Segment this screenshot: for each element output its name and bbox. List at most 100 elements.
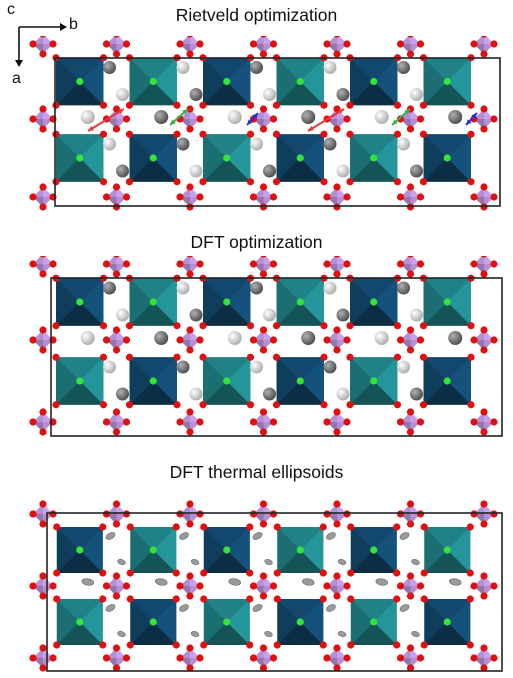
- tetrahedron: [176, 408, 204, 436]
- thermal-ellipsoid: [337, 630, 347, 638]
- oxygen-atom: [199, 322, 207, 330]
- oxygen-atom: [259, 183, 268, 191]
- oxygen-atom: [333, 408, 341, 416]
- atom-light: [263, 88, 276, 101]
- oxygen-atom: [269, 40, 278, 48]
- oxygen-atom: [466, 641, 474, 649]
- atom-dark: [448, 331, 463, 345]
- oxygen-atom: [470, 582, 478, 590]
- tetrahedron: [29, 572, 57, 600]
- oxygen-atom: [416, 510, 425, 518]
- atom-light: [116, 308, 129, 322]
- atom-light: [176, 61, 190, 74]
- oxygen-atom: [470, 40, 478, 48]
- atom-dark: [323, 360, 337, 374]
- tetrahedron: [396, 644, 425, 672]
- oxygen-atom: [480, 592, 488, 600]
- oxygen-atom: [199, 353, 207, 361]
- oxygen-atom: [333, 644, 341, 652]
- axis-a-arrowhead: [15, 60, 23, 67]
- oxygen-atom: [126, 595, 134, 603]
- oxygen-atom: [406, 203, 415, 211]
- oxygen-atom: [176, 654, 184, 662]
- thermal-ellipsoid: [105, 532, 116, 540]
- oxygen-atom: [186, 183, 194, 191]
- tetrahedron: [176, 183, 204, 211]
- oxygen-atom: [333, 664, 341, 672]
- tetrahedron: [396, 36, 425, 58]
- oxygen-atom: [186, 644, 194, 652]
- atom-dark: [176, 360, 190, 374]
- tetrahedron: [29, 256, 57, 278]
- panel-2-title: DFT optimization: [190, 232, 323, 252]
- center-atom: [370, 546, 378, 554]
- center-atom: [223, 298, 231, 306]
- oxygen-atom: [273, 523, 281, 531]
- oxygen-atom: [102, 582, 111, 590]
- oxygen-atom: [406, 428, 415, 436]
- oxygen-atom: [259, 125, 268, 133]
- oxygen-atom: [113, 256, 120, 258]
- octahedron: [419, 130, 475, 186]
- oxygen-atom: [49, 40, 57, 48]
- oxygen-atom: [406, 125, 415, 133]
- atom-dark: [301, 331, 316, 345]
- oxygen-atom: [122, 40, 131, 48]
- oxygen-atom: [186, 203, 194, 211]
- center-atom: [370, 77, 378, 86]
- oxygen-atom: [259, 520, 268, 528]
- oxygen-atom: [39, 203, 47, 211]
- oxygen-atom: [122, 260, 131, 268]
- tetrahedron: [470, 572, 498, 600]
- oxygen-atom: [39, 428, 47, 436]
- oxygen-atom: [196, 418, 204, 426]
- octahedron: [273, 595, 327, 649]
- oxygen-atom: [333, 183, 341, 191]
- oxygen-atom: [480, 270, 488, 278]
- oxygen-atom: [406, 183, 415, 191]
- oxygen-atom: [53, 569, 61, 577]
- oxygen-atom: [346, 178, 354, 186]
- tetrahedron: [102, 644, 131, 672]
- oxygen-atom: [29, 260, 37, 268]
- oxygen-atom: [343, 336, 351, 344]
- oxygen-atom: [49, 654, 57, 662]
- oxygen-atom: [259, 428, 268, 436]
- displacement-arrow: [465, 112, 478, 126]
- oxygen-atom: [396, 510, 405, 518]
- oxygen-atom: [112, 203, 121, 211]
- oxygen-atom: [396, 418, 405, 426]
- oxygen-atom: [259, 326, 268, 334]
- oxygen-atom: [343, 654, 351, 662]
- tetrahedron: [249, 644, 278, 672]
- tetrahedron: [323, 36, 351, 58]
- oxygen-atom: [480, 203, 488, 211]
- center-atom: [149, 618, 157, 626]
- oxygen-atom: [172, 641, 180, 649]
- oxygen-atom: [420, 569, 428, 577]
- oxygen-atom: [480, 500, 488, 508]
- oxygen-atom: [99, 595, 107, 603]
- oxygen-atom: [122, 418, 131, 426]
- atom-dark: [250, 61, 263, 74]
- oxygen-atom: [259, 572, 268, 580]
- tetrahedron: [323, 644, 351, 672]
- oxygen-atom: [269, 336, 278, 344]
- oxygen-atom: [269, 115, 278, 123]
- atom-dark: [397, 281, 410, 295]
- oxygen-atom: [126, 569, 134, 577]
- atom-light: [263, 308, 276, 322]
- oxygen-atom: [269, 193, 278, 201]
- oxygen-atom: [176, 260, 184, 268]
- oxygen-atom: [102, 418, 111, 426]
- oxygen-atom: [199, 130, 207, 138]
- atom-light: [410, 308, 423, 322]
- tetrahedron: [396, 572, 425, 600]
- oxygen-atom: [406, 270, 415, 278]
- oxygen-atom: [102, 40, 111, 48]
- oxygen-atom: [393, 130, 402, 138]
- oxygen-atom: [323, 40, 331, 48]
- oxygen-atom: [490, 654, 498, 662]
- oxygen-atom: [323, 193, 331, 201]
- oxygen-atom: [112, 346, 121, 354]
